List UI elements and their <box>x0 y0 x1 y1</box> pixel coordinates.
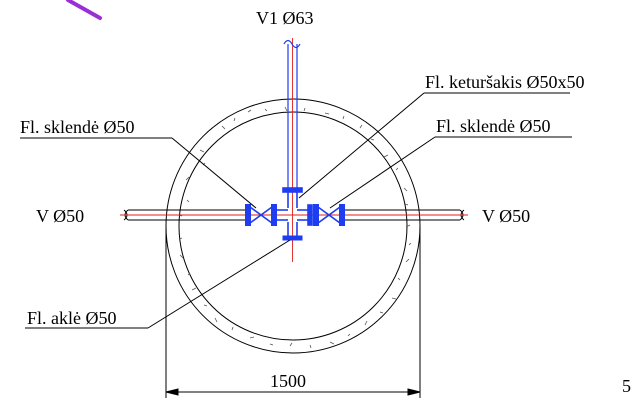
pen-mark <box>66 0 102 20</box>
label-right-valve: Fl. sklendė Ø50 <box>436 116 551 136</box>
leader-lines <box>20 92 572 329</box>
right-valve <box>313 204 345 226</box>
blind-flange <box>282 235 303 241</box>
label-blind-flange: Fl. aklė Ø50 <box>27 308 117 328</box>
label-right-pipe: V Ø50 <box>482 206 530 226</box>
left-valve <box>245 204 277 226</box>
label-left-pipe: V Ø50 <box>36 206 84 226</box>
vertical-pipe <box>283 38 301 262</box>
well-ring <box>165 98 421 354</box>
label-cross-fitting: Fl. keturšakis Ø50x50 <box>425 72 585 92</box>
dimension-line <box>165 226 421 398</box>
label-left-valve: Fl. sklendė Ø50 <box>20 117 135 137</box>
horizontal-pipe-right <box>341 209 465 221</box>
page-number: 5 <box>622 376 631 396</box>
label-dimension: 1500 <box>270 371 306 391</box>
label-top-pipe: V1 Ø63 <box>256 8 314 28</box>
cross-fitting <box>277 187 313 236</box>
